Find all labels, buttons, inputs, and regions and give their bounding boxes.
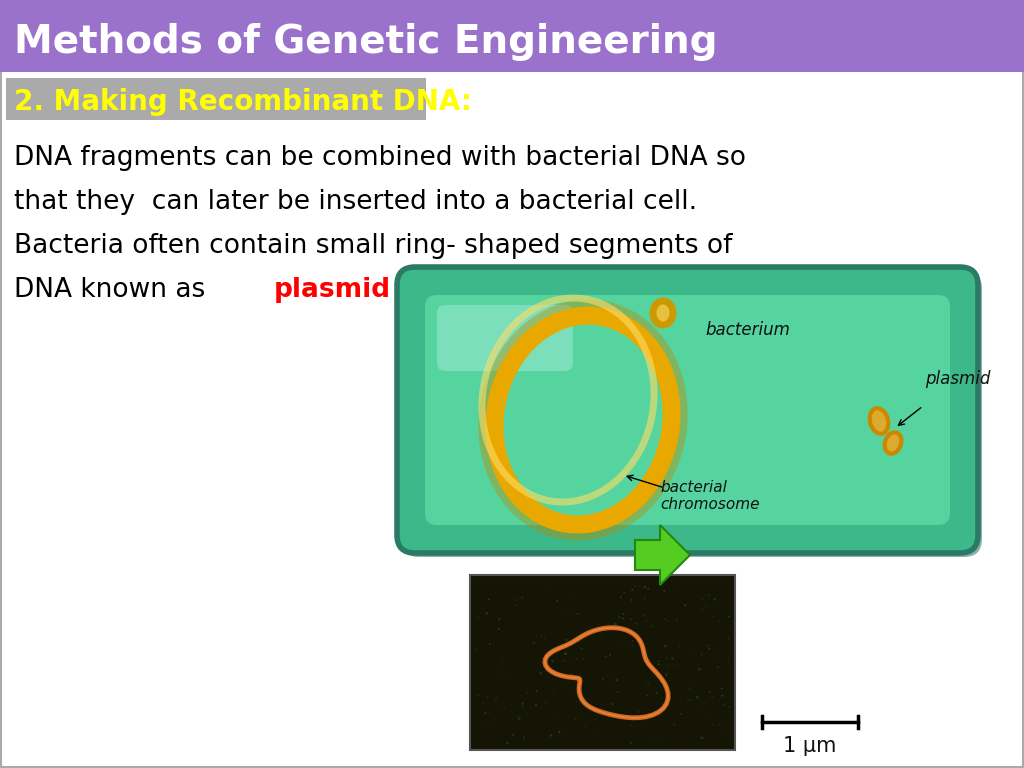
Ellipse shape <box>655 692 657 694</box>
Ellipse shape <box>546 591 547 592</box>
Ellipse shape <box>662 689 663 690</box>
Ellipse shape <box>501 656 503 657</box>
FancyBboxPatch shape <box>401 271 982 557</box>
Ellipse shape <box>498 679 499 680</box>
Ellipse shape <box>484 712 486 714</box>
FancyBboxPatch shape <box>470 575 735 750</box>
Ellipse shape <box>535 704 538 707</box>
Ellipse shape <box>550 734 552 737</box>
Ellipse shape <box>614 623 616 625</box>
Text: DNA known as: DNA known as <box>14 277 214 303</box>
Ellipse shape <box>709 645 710 647</box>
Ellipse shape <box>565 653 567 654</box>
Text: .: . <box>425 277 434 303</box>
Ellipse shape <box>592 738 593 740</box>
Ellipse shape <box>514 599 516 601</box>
Ellipse shape <box>885 432 901 454</box>
Ellipse shape <box>556 600 558 602</box>
Ellipse shape <box>700 598 703 600</box>
Ellipse shape <box>709 594 710 596</box>
Ellipse shape <box>537 591 539 594</box>
Text: plasmid: plasmid <box>925 370 990 388</box>
Ellipse shape <box>588 689 590 690</box>
Ellipse shape <box>496 723 497 724</box>
Ellipse shape <box>707 644 708 646</box>
Ellipse shape <box>616 690 618 693</box>
Ellipse shape <box>585 655 587 657</box>
Ellipse shape <box>657 664 659 665</box>
Ellipse shape <box>623 717 624 719</box>
Ellipse shape <box>557 604 558 605</box>
Ellipse shape <box>653 692 654 694</box>
Ellipse shape <box>581 647 583 650</box>
Ellipse shape <box>607 675 608 677</box>
Ellipse shape <box>602 677 604 680</box>
Ellipse shape <box>673 724 676 726</box>
Ellipse shape <box>691 699 692 700</box>
Ellipse shape <box>485 724 486 725</box>
Ellipse shape <box>717 666 719 668</box>
Ellipse shape <box>689 687 690 689</box>
Ellipse shape <box>643 586 646 588</box>
Ellipse shape <box>591 623 593 625</box>
FancyBboxPatch shape <box>425 295 950 525</box>
Ellipse shape <box>667 665 668 667</box>
Ellipse shape <box>537 649 539 651</box>
Ellipse shape <box>647 588 648 589</box>
Ellipse shape <box>693 732 694 733</box>
Ellipse shape <box>636 623 638 624</box>
Ellipse shape <box>620 617 621 618</box>
Ellipse shape <box>574 631 575 632</box>
Ellipse shape <box>585 725 587 727</box>
Ellipse shape <box>525 713 527 715</box>
Ellipse shape <box>630 725 632 727</box>
Ellipse shape <box>632 640 634 642</box>
Ellipse shape <box>544 637 546 639</box>
Ellipse shape <box>643 719 644 720</box>
Ellipse shape <box>577 613 579 614</box>
Ellipse shape <box>567 682 568 683</box>
Ellipse shape <box>719 724 721 725</box>
Text: bacterium: bacterium <box>705 321 790 339</box>
Ellipse shape <box>540 672 542 674</box>
Ellipse shape <box>709 691 711 694</box>
Ellipse shape <box>600 627 602 628</box>
Ellipse shape <box>639 585 641 588</box>
Ellipse shape <box>728 658 729 659</box>
Ellipse shape <box>623 617 624 619</box>
Ellipse shape <box>498 627 500 631</box>
Ellipse shape <box>526 692 528 694</box>
Text: bacterial
chromosome: bacterial chromosome <box>660 480 760 512</box>
Ellipse shape <box>666 657 668 659</box>
Ellipse shape <box>696 696 698 698</box>
Ellipse shape <box>495 719 497 720</box>
Ellipse shape <box>639 585 641 588</box>
Ellipse shape <box>702 661 703 663</box>
Ellipse shape <box>563 660 565 661</box>
Ellipse shape <box>712 725 714 726</box>
Ellipse shape <box>555 647 557 650</box>
Ellipse shape <box>653 301 673 325</box>
Ellipse shape <box>570 674 572 675</box>
Text: 2. Making Recombinant DNA:: 2. Making Recombinant DNA: <box>14 88 472 116</box>
Ellipse shape <box>721 694 723 697</box>
Ellipse shape <box>701 609 703 611</box>
Ellipse shape <box>869 409 889 434</box>
Ellipse shape <box>664 645 666 647</box>
FancyBboxPatch shape <box>0 0 1024 72</box>
Ellipse shape <box>647 588 649 590</box>
Ellipse shape <box>536 636 538 637</box>
Ellipse shape <box>512 734 514 737</box>
Ellipse shape <box>521 597 523 598</box>
Ellipse shape <box>546 671 547 672</box>
Ellipse shape <box>554 649 556 651</box>
Ellipse shape <box>647 712 649 714</box>
Ellipse shape <box>558 730 560 733</box>
Ellipse shape <box>637 679 639 681</box>
FancyBboxPatch shape <box>6 78 426 120</box>
Ellipse shape <box>615 679 617 681</box>
Ellipse shape <box>673 690 675 693</box>
Ellipse shape <box>631 589 633 591</box>
Ellipse shape <box>556 690 559 691</box>
